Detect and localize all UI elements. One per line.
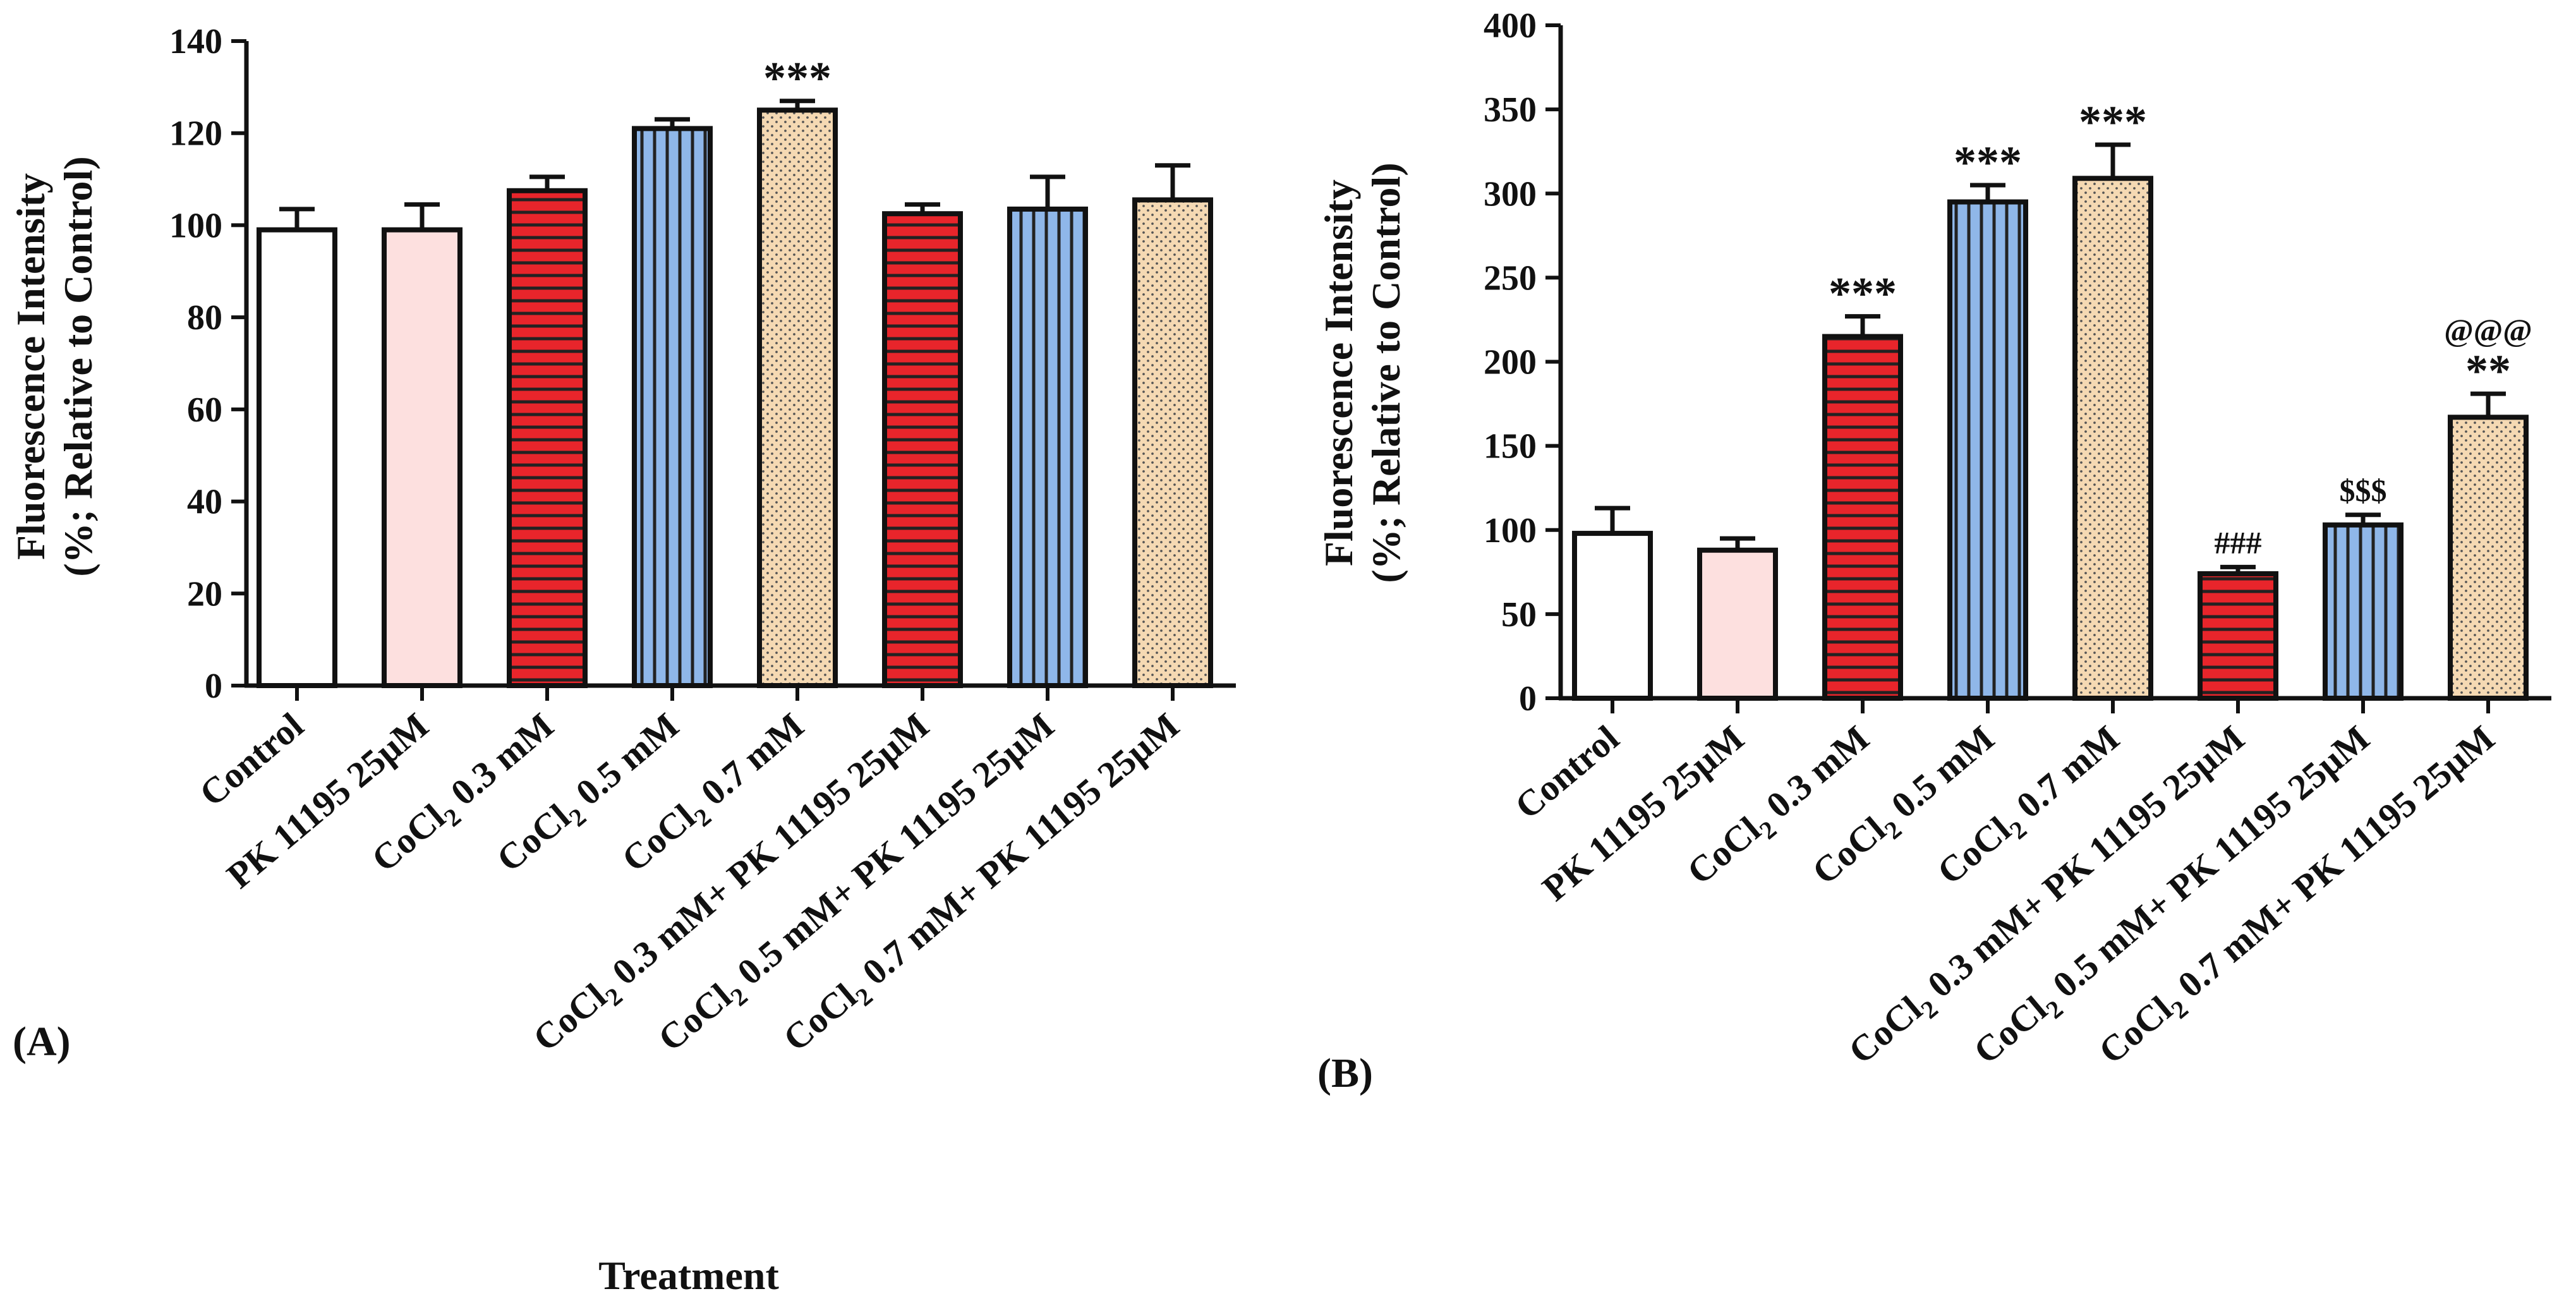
- panel-a-bar-2: [507, 188, 588, 688]
- panel-b-chart: 0 50 100 150 200 250 300 350 400 *** *** *** ### $$$…: [1316, 6, 2551, 1096]
- panel-a-bar-3: [632, 126, 713, 688]
- panel-b-significance-label-2: @@@: [2444, 312, 2532, 348]
- panel-a-x-axis-title: Treatment: [598, 1253, 779, 1298]
- panel-a-y-tick-label: 140: [169, 22, 222, 61]
- panel-a-y-tick-label: 60: [187, 391, 222, 430]
- panel-a-bar-0: [257, 227, 337, 688]
- panel-b-y-tick-label: 100: [1484, 511, 1537, 550]
- panel-b-y-tick-label: 300: [1484, 174, 1537, 214]
- panel-b-y-tick-label: 250: [1484, 258, 1537, 298]
- panel-a-y-tick-label: 100: [169, 206, 222, 245]
- panel-a-y-tick-label: 40: [187, 483, 222, 522]
- panel-a-label: (A): [13, 1019, 71, 1065]
- panel-b-significance-label: ***: [1954, 137, 2022, 188]
- panel-b-y-tick-label: 400: [1484, 6, 1537, 45]
- panel-a-y-axis-title-line1: Fluorescence Intensity: [8, 173, 53, 560]
- panel-b-y-axis-title-line2: (%; Relative to Control): [1364, 162, 1408, 583]
- panel-b-bar-4: [2072, 176, 2153, 701]
- panel-b-y-tick-label: 150: [1484, 427, 1537, 466]
- panel-b-bar-0: [1572, 531, 1653, 701]
- panel-a-bar-1: [382, 227, 463, 688]
- panel-a-y-tick-label: 0: [205, 667, 222, 706]
- panel-a-y-tick-label: 120: [169, 114, 222, 154]
- panel-a-bar-6: [1007, 206, 1088, 688]
- panel-b-significance-label: $$$: [2340, 473, 2387, 508]
- panel-b-y-tick-label: 50: [1501, 595, 1537, 634]
- panel-a-bar-7: [1132, 197, 1213, 689]
- panel-a-bars: ***: [257, 53, 1213, 689]
- panel-a-significance-label: ***: [763, 53, 831, 104]
- panel-b-bar-5: [2198, 571, 2278, 701]
- panel-b-significance-label: ***: [1829, 269, 1897, 319]
- panel-b-bar-2: [1822, 334, 1903, 701]
- panel-b-bar-1: [1697, 547, 1778, 701]
- panel-b-category-label: Control: [1507, 717, 1626, 827]
- panel-b-bar-3: [1947, 199, 2028, 701]
- panel-b-significance-label: ###: [2215, 524, 2262, 560]
- panel-b-bar-6: [2323, 522, 2404, 701]
- panel-b-significance-label: ***: [2079, 97, 2147, 147]
- panel-b-y-tick-label: 350: [1484, 90, 1537, 130]
- panel-a-y-axis-title-line2: (%; Relative to Control): [56, 156, 100, 576]
- panel-b-bar-7: [2448, 415, 2529, 701]
- panel-b-significance-label: **: [2465, 346, 2511, 396]
- panel-a-y-tick-label: 20: [187, 574, 222, 614]
- panel-a-category-label: Control: [191, 705, 311, 814]
- panel-b-axes: 0 50 100 150 200 250 300 350 400: [1484, 6, 2551, 718]
- panel-b-y-axis-title-line1: Fluorescence Intensity: [1316, 179, 1361, 566]
- panel-a-bar-4: [757, 107, 838, 689]
- panel-b-label: (B): [1317, 1050, 1373, 1096]
- panel-b-y-tick-label: 0: [1519, 679, 1537, 718]
- panel-b-y-tick-label: 200: [1484, 343, 1537, 382]
- panel-a-bar-5: [882, 211, 963, 688]
- panel-a-y-tick-label: 80: [187, 298, 222, 337]
- panel-b-bars: *** *** *** ### $$$ **@@@: [1572, 97, 2532, 701]
